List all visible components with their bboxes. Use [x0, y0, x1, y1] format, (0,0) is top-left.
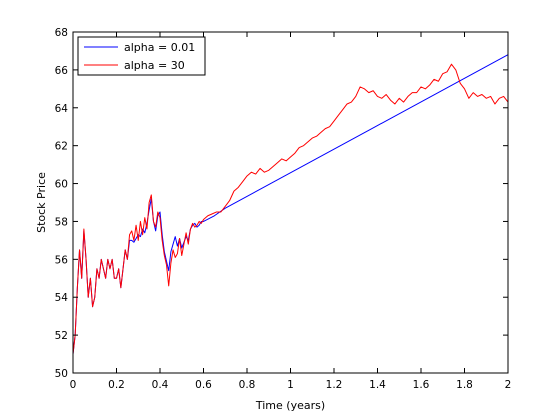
legend: alpha = 0.01 alpha = 30 [77, 36, 206, 76]
legend-label-alpha-30: alpha = 30 [124, 59, 185, 72]
y-tick-label: 62 [55, 141, 68, 153]
y-tick-label: 50 [55, 368, 68, 380]
x-tick-label: 2 [505, 379, 512, 391]
x-tick-label: 0.8 [239, 379, 256, 391]
y-tick-label: 68 [55, 27, 68, 39]
series-line-alpha-30 [73, 63, 508, 355]
x-tick-label: 0.6 [195, 379, 212, 391]
legend-box [77, 36, 206, 76]
axes-box [72, 31, 509, 374]
ticks-layer: 0 0.2 0.4 0.6 0.8 1 1.2 1.4 1.6 1.8 2 50 52 54 56 58 60 6… [55, 27, 512, 391]
y-tick-label: 56 [55, 254, 69, 266]
x-tick-label: 1.6 [413, 379, 430, 391]
y-tick-label: 66 [55, 65, 69, 77]
x-tick-label: 1.8 [456, 379, 473, 391]
x-axis-label: Time (years) [255, 399, 325, 412]
y-tick-label: 64 [55, 103, 69, 115]
x-tick-label: 1.2 [326, 379, 343, 391]
x-tick-label: 0 [70, 379, 77, 391]
x-tick-label: 0.4 [152, 379, 169, 391]
x-tick-label: 0.2 [108, 379, 125, 391]
y-tick-label: 60 [55, 179, 68, 191]
y-axis-label: Stock Price [35, 172, 48, 233]
x-tick-label: 1.4 [369, 379, 386, 391]
y-tick-label: 58 [55, 216, 68, 228]
y-tick-label: 52 [55, 330, 68, 342]
x-tick-label: 1 [287, 379, 294, 391]
legend-label-alpha-0.01: alpha = 0.01 [124, 41, 195, 54]
series-layer [73, 54, 508, 355]
series-line-alpha-0.01 [73, 54, 508, 355]
y-tick-label: 54 [55, 292, 69, 304]
